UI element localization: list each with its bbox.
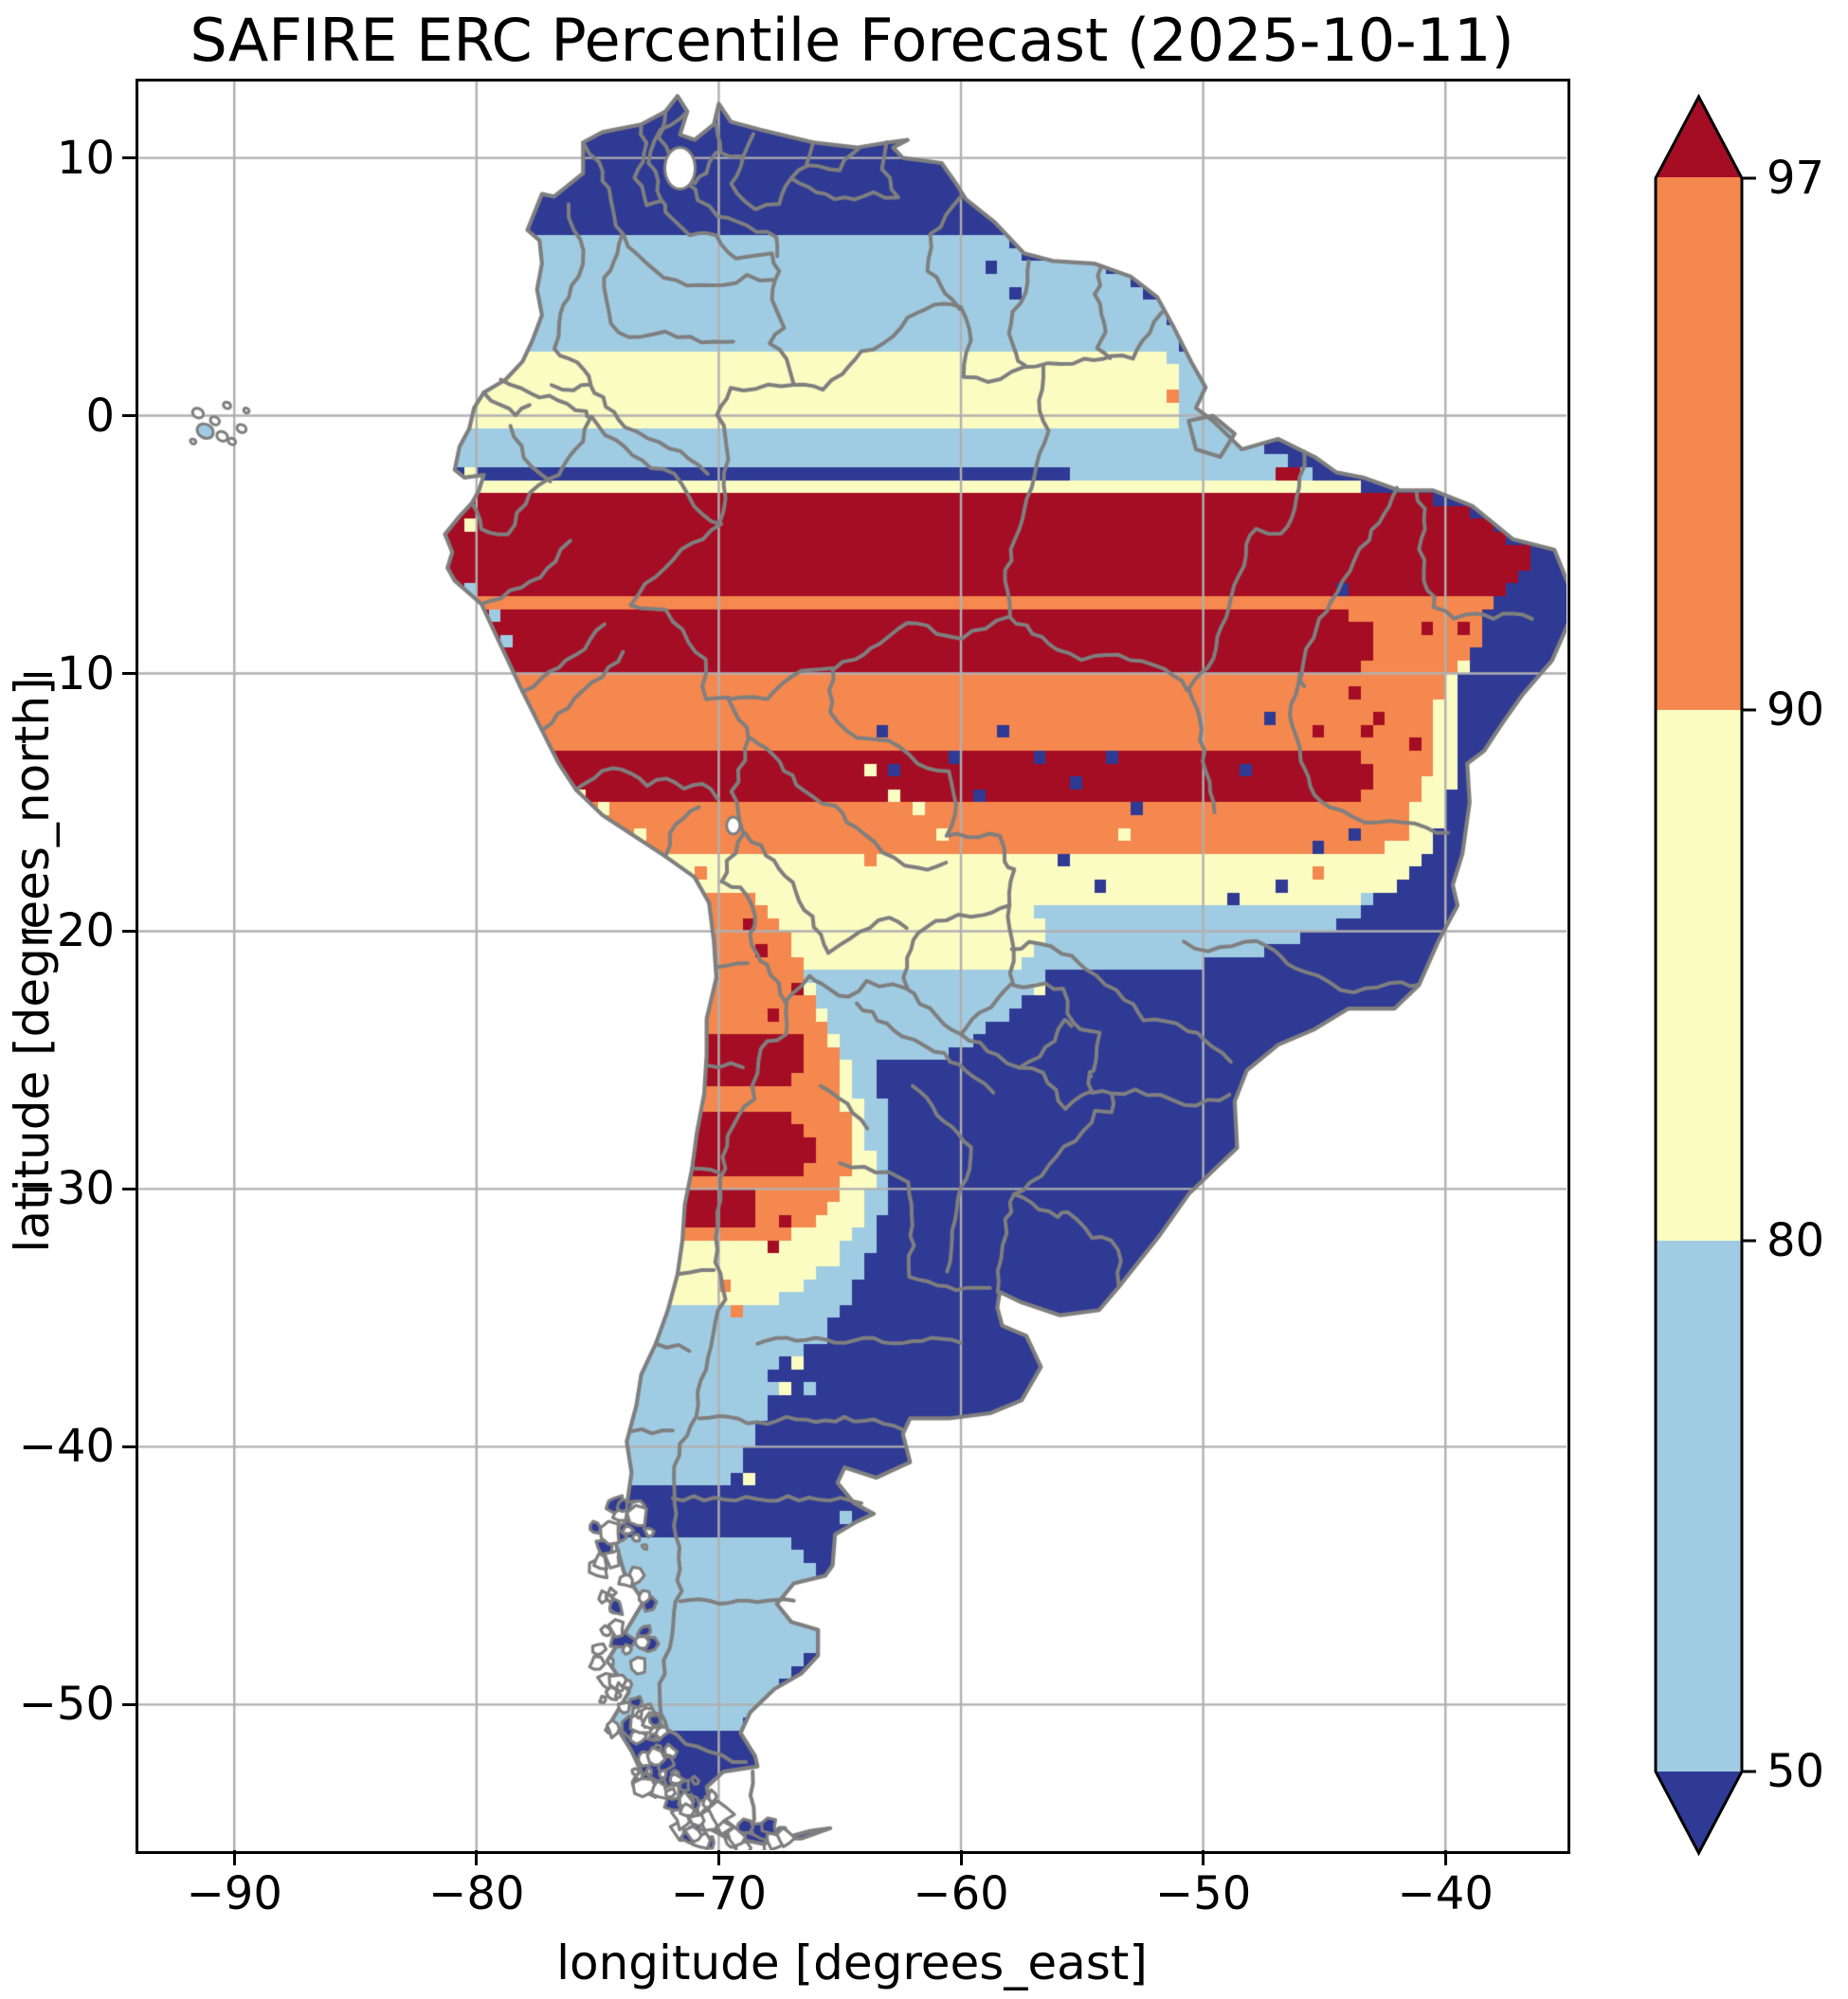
colorbar-segment-80-90 [1656,710,1742,1241]
colorbar-label: 97 [1766,152,1825,205]
colorbar-label: 80 [1766,1214,1825,1267]
y-tick-label: −20 [18,904,115,958]
y-tick-label: −30 [18,1162,115,1216]
colorbar-label: 50 [1766,1745,1825,1798]
x-tick-label: −70 [670,1867,768,1920]
tick-mark [122,672,137,675]
colorbar-upper-arrow-icon [1656,97,1742,178]
tick-mark [122,929,137,933]
map-canvas [137,81,1567,1850]
colorbar-tick-marks [1742,176,1756,1773]
x-tick-label: −40 [1397,1867,1494,1920]
colorbar [1654,94,1756,1857]
tick-mark [959,1850,963,1865]
tick-mark [122,1445,137,1448]
colorbar-lower-arrow-icon [1656,1772,1742,1853]
y-tick-label: 0 [85,389,115,443]
colorbar-segment-50-80 [1656,1241,1742,1772]
tick-mark [122,1187,137,1190]
tick-mark [232,1850,236,1865]
colorbar-segment-90-97 [1656,177,1742,710]
y-tick-label: −50 [18,1678,115,1732]
y-tick-label: −10 [18,646,115,700]
x-tick-label: −90 [186,1867,282,1920]
chart-title: SAFIRE ERC Percentile Forecast (2025-10-… [190,6,1514,75]
tick-mark [475,1850,479,1865]
x-tick-label: −80 [428,1867,525,1920]
tick-mark [122,414,137,418]
x-tick-label: −50 [1154,1867,1252,1920]
y-tick-label: −40 [18,1420,115,1474]
tick-mark [716,1850,720,1865]
tick-mark [1443,1850,1447,1865]
tick-mark [1202,1850,1205,1865]
tick-mark [122,1702,137,1706]
x-axis-label: longitude [degrees_east] [556,1935,1148,1990]
tick-mark [122,156,137,160]
colorbar-label: 90 [1766,683,1825,736]
y-tick-label: 10 [56,131,115,185]
x-tick-label: −60 [913,1867,1009,1920]
